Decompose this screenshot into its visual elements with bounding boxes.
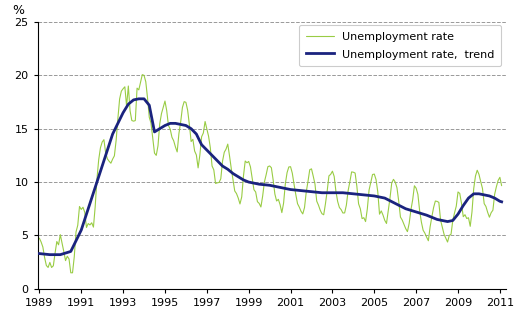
Unemployment rate,  trend xyxy=(439,219,445,222)
Unemployment rate xyxy=(439,225,445,229)
Unemployment rate xyxy=(129,119,135,122)
Unemployment rate,  trend xyxy=(47,253,53,256)
Unemployment rate,  trend xyxy=(135,97,142,101)
Unemployment rate xyxy=(214,181,221,185)
Unemployment rate xyxy=(413,186,419,190)
Unemployment rate xyxy=(101,138,107,142)
Unemployment rate xyxy=(139,73,145,76)
Unemployment rate,  trend xyxy=(499,200,505,204)
Unemployment rate,  trend xyxy=(214,159,221,163)
Text: %: % xyxy=(12,4,24,17)
Unemployment rate xyxy=(499,184,505,188)
Unemployment rate xyxy=(36,236,43,240)
Unemployment rate xyxy=(381,218,388,222)
Line: Unemployment rate,  trend: Unemployment rate, trend xyxy=(39,99,502,255)
Line: Unemployment rate: Unemployment rate xyxy=(39,75,502,273)
Unemployment rate,  trend xyxy=(129,100,135,103)
Legend: Unemployment rate, Unemployment rate,  trend: Unemployment rate, Unemployment rate, tr… xyxy=(299,25,501,66)
Unemployment rate xyxy=(70,271,76,275)
Unemployment rate,  trend xyxy=(413,210,419,214)
Unemployment rate,  trend xyxy=(101,159,107,163)
Unemployment rate,  trend xyxy=(381,196,388,200)
Unemployment rate,  trend xyxy=(36,252,43,256)
